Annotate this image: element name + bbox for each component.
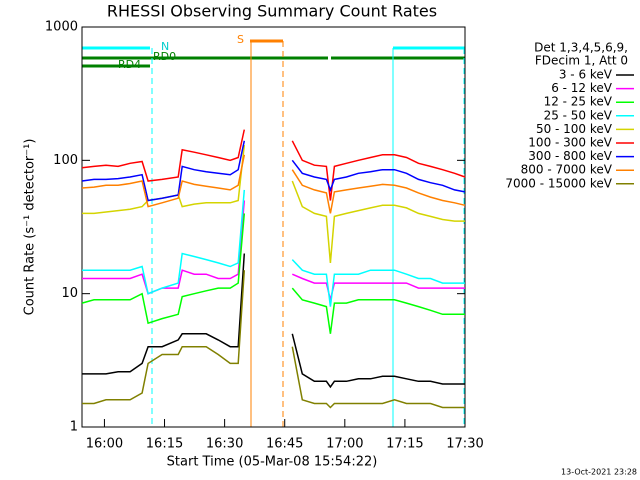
x-tick-label: 16:00	[86, 437, 123, 452]
x-tick-label: 17:30	[446, 437, 483, 452]
annotation: RD4	[118, 58, 141, 71]
plot-frame	[81, 26, 466, 428]
chart-title: RHESSI Observing Summary Count Rates	[107, 2, 437, 21]
legend-label: 25 - 50 keV	[544, 108, 613, 122]
series-line	[82, 189, 465, 307]
legend-label: 6 - 12 keV	[551, 81, 613, 95]
legend-label: 7000 - 15000 keV	[505, 176, 612, 190]
x-tick-label: 16:45	[266, 437, 303, 452]
legend-label: 50 - 100 keV	[536, 122, 613, 136]
annotation: N	[161, 40, 169, 53]
x-axis-label: Start Time (05-Mar-08 15:54:22)	[167, 455, 378, 470]
y-tick-label: 1000	[45, 20, 78, 35]
series-line	[82, 200, 465, 300]
annotation: RD0	[153, 50, 176, 63]
series-line	[82, 253, 465, 389]
legend-label: 300 - 800 keV	[528, 149, 612, 163]
series-line	[81, 129, 466, 201]
series-line	[81, 213, 465, 334]
series-line	[81, 154, 466, 214]
series-line	[82, 270, 465, 409]
legend-label: 12 - 25 keV	[544, 95, 613, 109]
y-tick-label: 10	[61, 286, 78, 301]
x-tick-label: 16:15	[146, 437, 183, 452]
footer: 13-Oct-2021 23:28	[561, 468, 637, 477]
legend-label: 100 - 300 keV	[528, 136, 612, 150]
series-line	[82, 145, 465, 263]
x-tick-label: 16:30	[206, 437, 243, 452]
series-line	[81, 140, 466, 202]
legend-label: 800 - 7000 keV	[521, 163, 613, 177]
legend-label: 3 - 6 keV	[559, 68, 613, 82]
x-tick-label: 17:00	[326, 437, 363, 452]
annotation: S	[237, 33, 244, 46]
y-tick-label: 100	[53, 153, 78, 168]
legend-title: Det 1,3,4,5,6,9,	[534, 41, 628, 55]
x-tick-label: 17:15	[386, 437, 423, 452]
legend-title: FDecim 1, Att 0	[535, 54, 628, 68]
y-axis-label: Count Rate (s⁻¹ detector⁻¹)	[23, 139, 38, 316]
y-tick-label: 1	[70, 420, 78, 435]
annotation-bars: N RD0 RD4 S	[81, 27, 465, 427]
